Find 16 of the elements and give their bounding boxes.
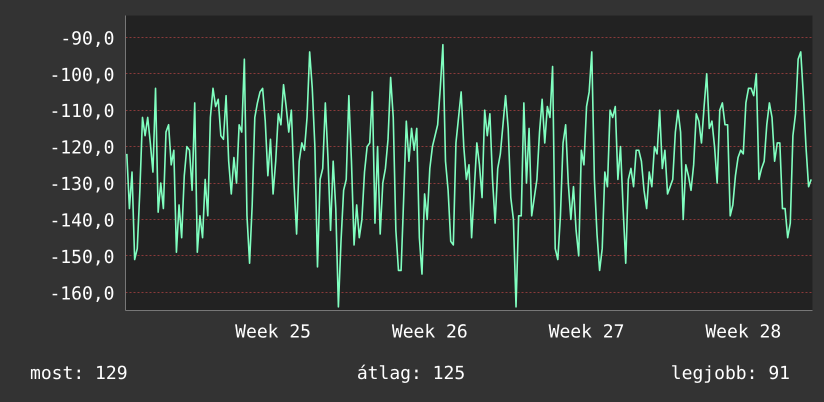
y-tick-label: -160,0 [49,283,115,304]
y-tick-label: -150,0 [49,246,115,268]
y-tick-label: -140,0 [49,210,115,232]
y-tick-label: -130,0 [49,174,115,196]
text: most: 129 [30,362,128,386]
line-series [126,44,812,308]
y-tick-label: -90,0 [60,28,115,50]
text: legjobb: 91 [670,362,790,386]
y-tick-label: -120,0 [49,138,115,159]
x-tick-label: Week 25 [235,322,312,342]
x-tick-label: Week 27 [548,322,624,342]
text: átlag: 125 [356,362,466,386]
y-tick-label: -110,0 [49,101,115,122]
x-tick-label: Week 28 [705,322,782,342]
x-tick-label: Week 26 [392,322,468,342]
y-tick-label: -100,0 [49,64,115,86]
